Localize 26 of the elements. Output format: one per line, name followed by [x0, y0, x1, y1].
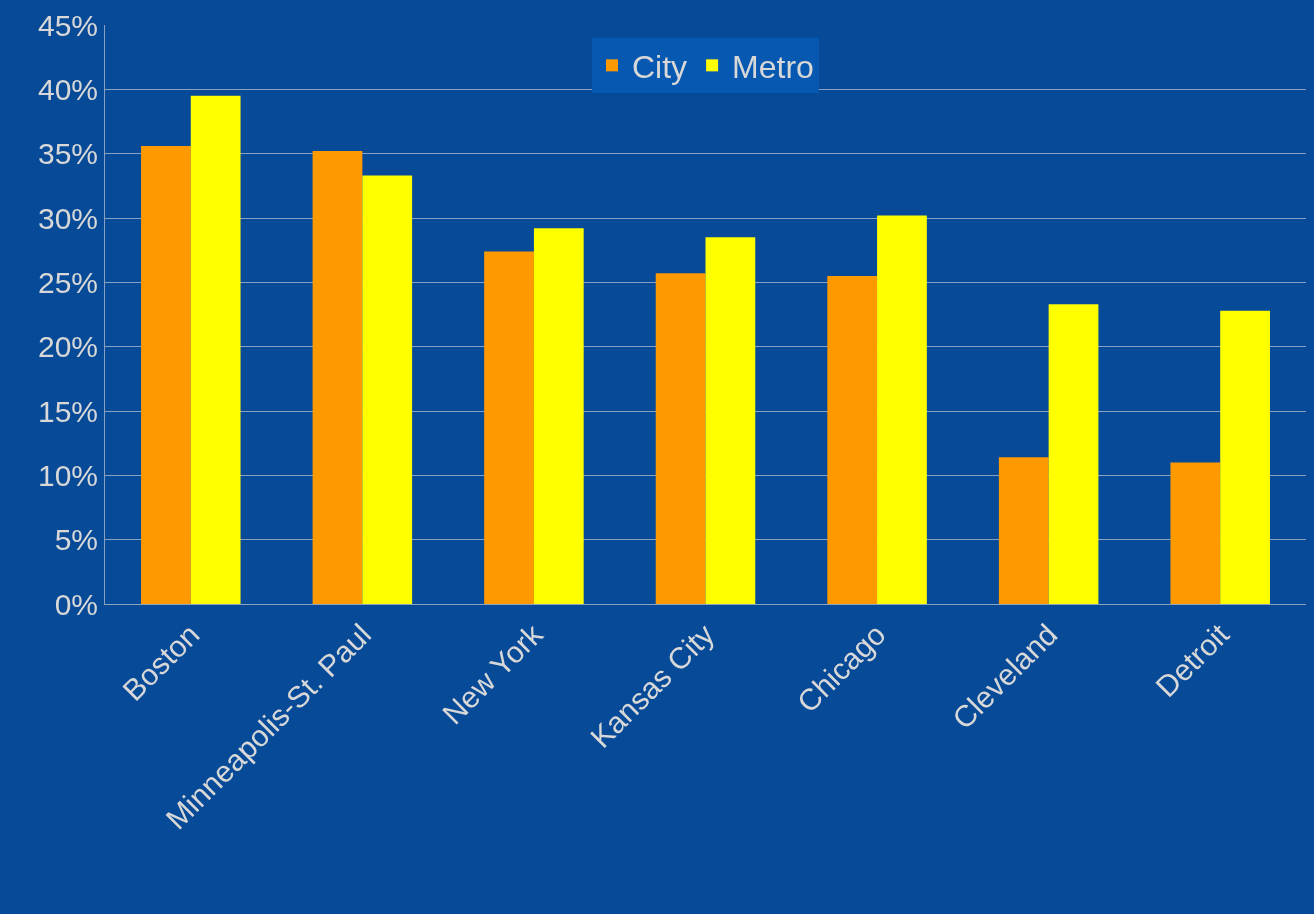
- bar: [655, 273, 706, 604]
- bar: [362, 175, 413, 604]
- bar: [533, 228, 584, 604]
- bar: [998, 457, 1049, 604]
- y-tick-label: 20%: [37, 330, 98, 364]
- bar: [141, 145, 191, 604]
- y-tick-label: 5%: [54, 523, 98, 557]
- y-tick-label: 10%: [37, 458, 98, 492]
- bar: [484, 251, 534, 604]
- y-tick-label: 35%: [37, 137, 98, 171]
- y-tick-label: 15%: [37, 394, 98, 428]
- bar: [1170, 462, 1221, 604]
- bar: [877, 215, 927, 604]
- y-tick-label: 30%: [37, 201, 98, 235]
- bar: [190, 95, 241, 604]
- legend-label: Metro: [732, 48, 814, 85]
- bar: [1220, 310, 1270, 604]
- legend-label: City: [632, 48, 688, 85]
- y-tick-label: 40%: [37, 72, 98, 106]
- bar: [827, 275, 878, 604]
- bar: [705, 237, 756, 604]
- y-tick-label: 25%: [37, 265, 98, 299]
- y-tick-label: 45%: [37, 8, 98, 42]
- bar: [1048, 304, 1099, 604]
- bar: [312, 151, 363, 604]
- y-tick-label: 0%: [54, 587, 98, 621]
